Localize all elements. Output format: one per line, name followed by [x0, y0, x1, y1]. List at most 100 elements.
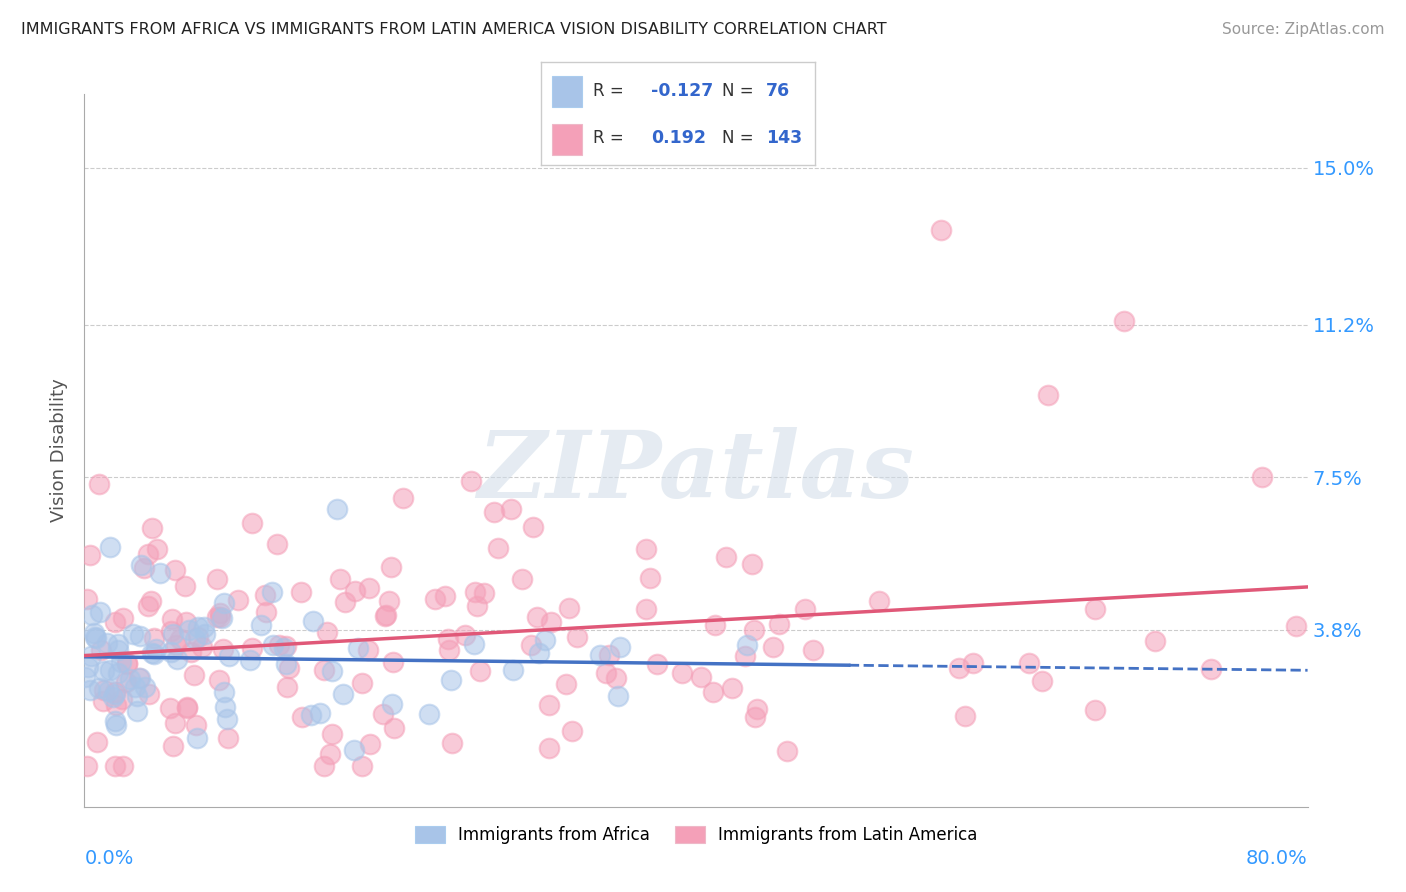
- Point: [110, 655, 132, 669]
- Point: [131, 558, 153, 573]
- Point: [101, 690, 124, 705]
- Point: [437, 632, 460, 646]
- Point: [93, 683, 115, 698]
- Point: [801, 642, 824, 657]
- Point: [702, 685, 724, 699]
- Point: [316, 625, 339, 640]
- Point: [205, 610, 228, 624]
- Point: [211, 611, 233, 625]
- Point: [83, 625, 105, 640]
- Point: [291, 710, 314, 724]
- Text: 80.0%: 80.0%: [1246, 848, 1308, 868]
- Point: [208, 607, 231, 621]
- Point: [169, 632, 191, 647]
- Point: [744, 710, 766, 724]
- Point: [194, 627, 217, 641]
- Point: [378, 593, 401, 607]
- Point: [472, 586, 495, 600]
- Point: [184, 718, 207, 732]
- Point: [254, 588, 277, 602]
- Point: [125, 704, 148, 718]
- Point: [441, 736, 464, 750]
- Point: [321, 727, 343, 741]
- Text: R =: R =: [593, 82, 624, 100]
- Point: [689, 670, 711, 684]
- Point: [138, 687, 160, 701]
- Point: [212, 641, 235, 656]
- Point: [115, 657, 138, 671]
- Point: [526, 610, 548, 624]
- Point: [741, 557, 763, 571]
- Point: [382, 721, 405, 735]
- Point: [929, 223, 952, 237]
- Point: [321, 664, 343, 678]
- Point: [87, 477, 110, 491]
- FancyBboxPatch shape: [553, 124, 582, 155]
- Point: [278, 661, 301, 675]
- Point: [464, 585, 486, 599]
- Point: [249, 618, 271, 632]
- Point: [1285, 619, 1308, 633]
- Point: [187, 620, 209, 634]
- Point: [605, 672, 627, 686]
- Point: [671, 665, 693, 680]
- Point: [111, 610, 134, 624]
- Point: [953, 709, 976, 723]
- Point: [609, 640, 631, 655]
- Point: [371, 706, 394, 721]
- Point: [97, 684, 120, 698]
- Point: [434, 589, 457, 603]
- Point: [90, 642, 112, 657]
- Point: [104, 698, 127, 713]
- Point: [747, 702, 769, 716]
- Point: [136, 547, 159, 561]
- Point: [486, 541, 509, 555]
- Point: [76, 591, 98, 606]
- Point: [141, 646, 163, 660]
- Point: [141, 521, 163, 535]
- Point: [162, 627, 184, 641]
- Point: [228, 592, 250, 607]
- Point: [127, 689, 149, 703]
- Point: [159, 701, 181, 715]
- Point: [129, 629, 152, 643]
- Point: [1199, 662, 1222, 676]
- Point: [274, 657, 297, 672]
- Point: [176, 701, 198, 715]
- Point: [115, 675, 138, 690]
- Point: [184, 632, 207, 646]
- Point: [312, 759, 335, 773]
- Point: [1031, 673, 1053, 688]
- Point: [1084, 703, 1107, 717]
- Point: [607, 689, 630, 703]
- Point: [565, 630, 588, 644]
- Point: [160, 645, 183, 659]
- Point: [269, 638, 291, 652]
- Point: [239, 653, 262, 667]
- Point: [343, 583, 366, 598]
- Point: [186, 731, 208, 745]
- Point: [160, 624, 183, 638]
- Legend: Immigrants from Africa, Immigrants from Latin America: Immigrants from Africa, Immigrants from …: [406, 818, 986, 853]
- FancyBboxPatch shape: [553, 76, 582, 106]
- Point: [121, 626, 143, 640]
- Point: [76, 660, 98, 674]
- Point: [359, 737, 381, 751]
- Point: [868, 594, 890, 608]
- Text: 143: 143: [766, 128, 803, 147]
- Point: [93, 665, 115, 679]
- Point: [107, 637, 129, 651]
- Point: [762, 640, 785, 654]
- Point: [79, 682, 101, 697]
- Point: [308, 706, 330, 720]
- Point: [143, 647, 166, 661]
- Point: [522, 520, 544, 534]
- Point: [1018, 657, 1040, 671]
- Point: [290, 585, 312, 599]
- Point: [262, 638, 284, 652]
- Point: [595, 666, 617, 681]
- Point: [212, 685, 235, 699]
- Point: [183, 667, 205, 681]
- Point: [634, 542, 657, 557]
- Point: [104, 759, 127, 773]
